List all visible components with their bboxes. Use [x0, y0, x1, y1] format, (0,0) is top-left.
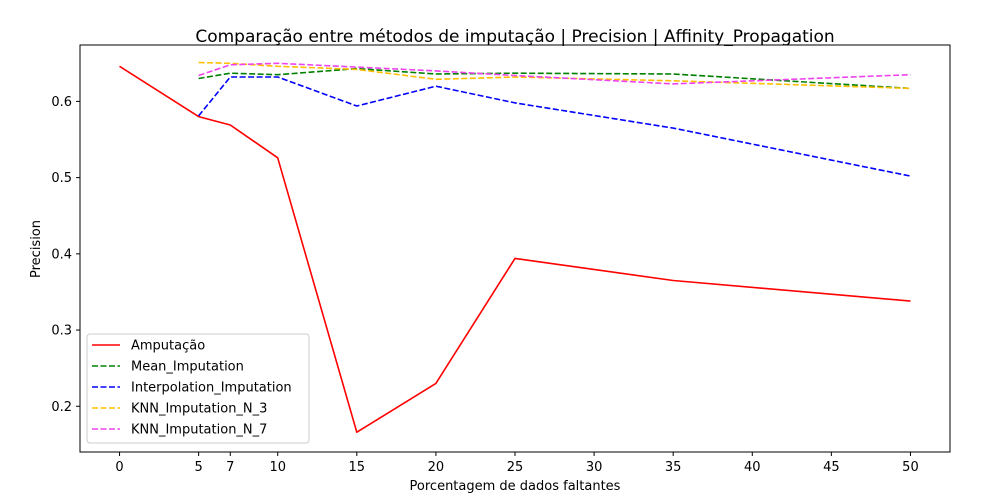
series-line-knn-imputation-n-7	[198, 62, 911, 85]
chart-title: Comparação entre métodos de imputação | …	[195, 27, 834, 47]
x-tick-label: 15	[349, 460, 366, 475]
x-tick-label: 25	[507, 460, 524, 475]
x-axis-title: Porcentagem de dados faltantes	[410, 479, 621, 494]
legend-box	[86, 333, 310, 444]
y-axis: 0.2 0.3 0.4 0.5 0.6	[51, 95, 80, 415]
x-tick-label: 5	[194, 460, 202, 475]
x-tick-label: 20	[428, 460, 445, 475]
y-tick-label: 0.5	[51, 171, 72, 186]
series-line-interpolation-imputation	[197, 76, 911, 177]
legend-label: KNN_Imputation_N_7	[131, 423, 267, 438]
legend: Amputação Mean_Imputation Interpolation_Im…	[86, 333, 310, 444]
plot-area	[119, 61, 911, 434]
x-tick-label: 30	[586, 460, 603, 475]
y-tick-label: 0.4	[51, 247, 72, 262]
legend-label: KNN_Imputation_N_3	[131, 402, 267, 417]
series-line-amputa-o	[119, 65, 911, 434]
x-tick-label: 0	[115, 460, 123, 475]
y-tick-label: 0.2	[51, 400, 72, 415]
y-tick-label: 0.6	[51, 95, 72, 110]
x-tick-label: 7	[226, 460, 234, 475]
x-axis: 0 5 7 10 15 20 25 30 35 40 45 50	[115, 452, 919, 475]
legend-label: Amputação	[131, 339, 205, 354]
x-tick-label: 10	[269, 460, 286, 475]
x-tick-label: 45	[823, 460, 840, 475]
y-tick-label: 0.3	[51, 324, 72, 339]
x-tick-label: 35	[665, 460, 682, 475]
series-line-knn-imputation-n-3	[198, 61, 911, 90]
series-line-mean-imputation	[198, 67, 911, 90]
y-axis-title: Precision	[29, 220, 44, 278]
x-tick-label: 40	[744, 460, 761, 475]
x-tick-label: 50	[902, 460, 919, 475]
legend-label: Interpolation_Imputation	[131, 381, 292, 396]
legend-label: Mean_Imputation	[131, 360, 244, 375]
